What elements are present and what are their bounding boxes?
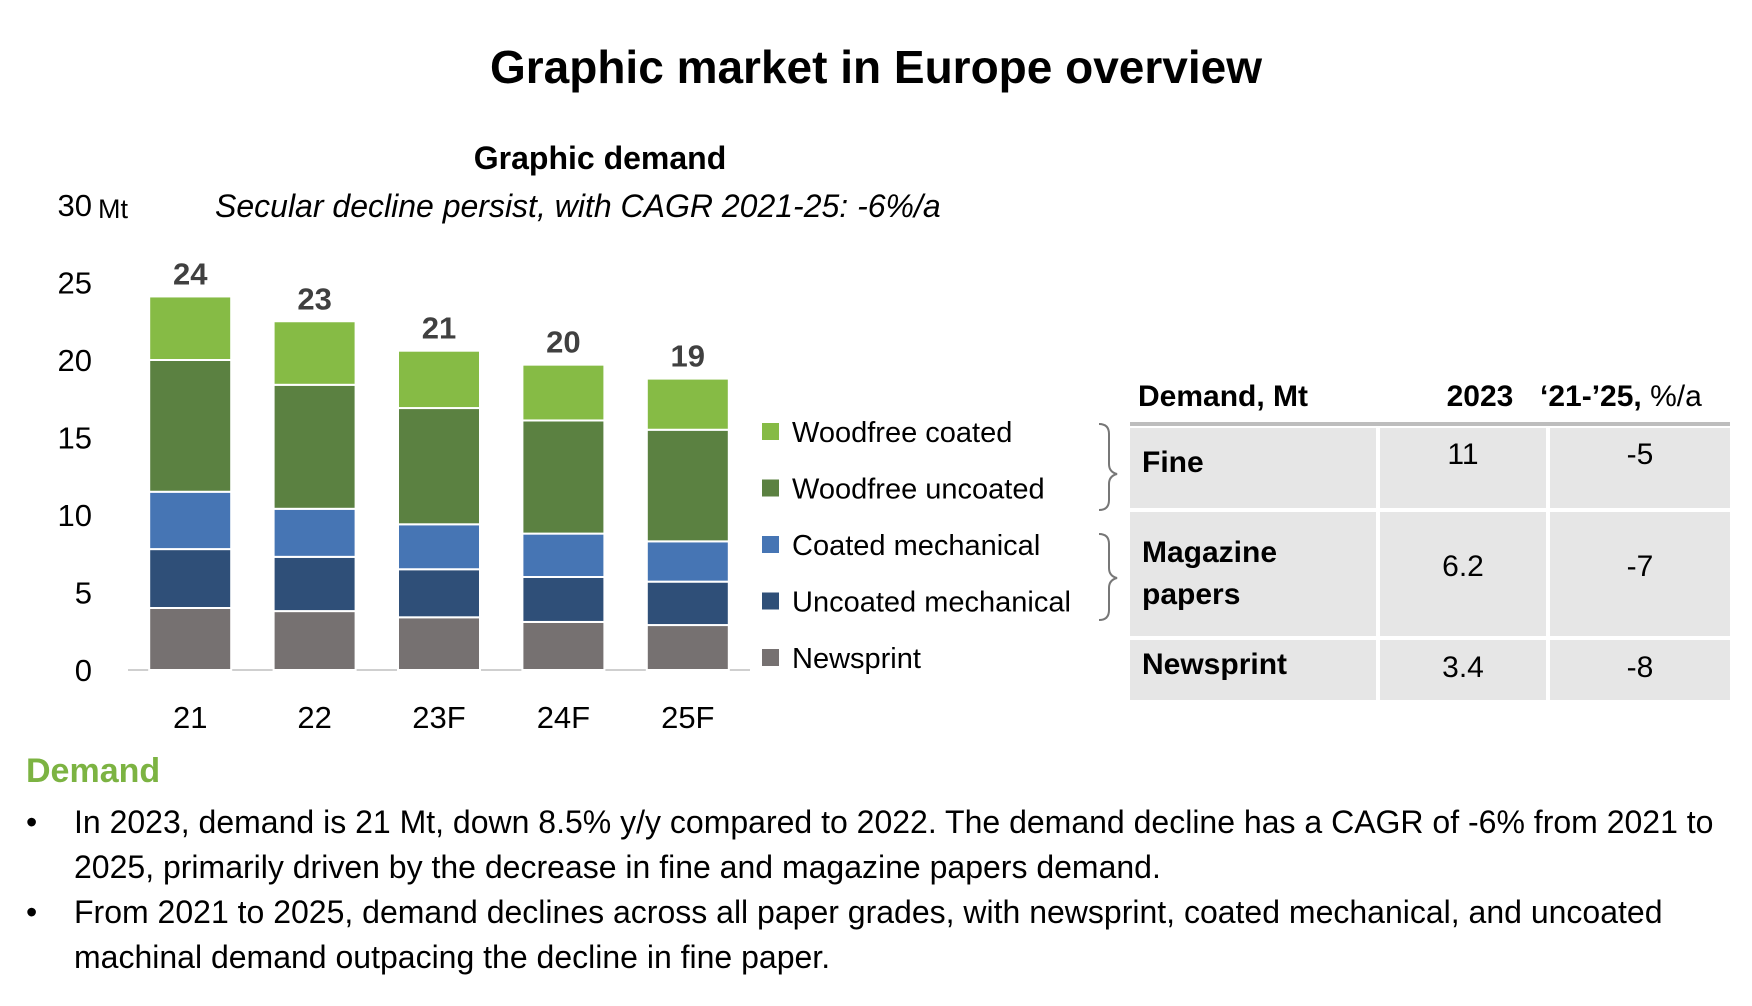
bar-total-label: 20 [546,325,580,360]
x-tick-label: 21 [173,700,207,735]
table-row-fine-2023: 11 [1380,428,1546,508]
y-tick-label: 0 [75,653,92,688]
x-tick-label: 23F [412,700,465,735]
chart-subtitle: Secular decline persist, with CAGR 2021-… [215,188,941,224]
y-tick-label: 20 [58,343,92,378]
table-header-demand: Demand, Mt [1138,380,1309,413]
bar-total-label: 21 [422,311,456,346]
table-header-cagr: ‘21-’25, %/a [1540,380,1702,413]
bar-segment-uncoated-mechanical [272,555,357,613]
legend-swatch [762,479,779,497]
bar-segment-woodfree-coated [645,377,730,431]
bar-segment-woodfree-coated [521,363,606,422]
bar-total-label: 19 [671,339,705,374]
bar-segment-coated-mechanical [148,490,233,551]
stacked-bar-chart: 0 5 10 15 20 25 30 Mt 24 21 23 22 21 23F 20 24F 19 25F Woo… [58,188,1071,735]
bar-total-label: 24 [173,256,208,291]
bar-segment-newsprint [521,620,606,672]
x-tick-label: 22 [297,700,331,735]
bar-segment-newsprint [148,607,233,671]
table-row-newsprint-2023: 3.4 [1380,640,1546,700]
table-row-fine-cagr: -5 [1550,428,1730,508]
brace-fine-icon [1098,423,1118,511]
table-header-2023: 2023 [1446,380,1514,413]
legend-label: Woodfree uncoated [792,474,1045,506]
table-row-fine-label: Fine [1130,428,1376,508]
bar-segment-uncoated-mechanical [397,568,481,619]
bar-total-label: 23 [297,281,331,316]
y-tick-label: 10 [58,498,92,533]
bar-segment-newsprint [272,610,357,671]
y-tick-label: 30 [58,188,92,223]
bar-segment-woodfree-coated [397,349,481,410]
bar-segment-newsprint [645,624,730,671]
section-title-demand: Demand [26,752,161,790]
table-row-newsprint-label: Newsprint [1130,640,1376,700]
y-tick-label: 25 [58,266,92,301]
bar-segment-woodfree-coated [148,295,233,362]
bar-segment-woodfree-uncoated [521,419,606,535]
bar-segment-coated-mechanical [397,523,481,571]
page-title: Graphic market in Europe overview [489,41,1263,93]
bar-segment-uncoated-mechanical [148,548,233,609]
y-axis-unit-label: Mt [98,194,128,224]
bar-segment-uncoated-mechanical [521,576,606,623]
legend-swatch [762,536,779,553]
table-row-magazine-2023: 6.2 [1380,512,1546,636]
brace-magazine-icon [1098,533,1118,621]
bar-segment-woodfree-uncoated [272,383,357,510]
legend-label: Uncoated mechanical [792,587,1071,619]
bar-segment-coated-mechanical [272,507,357,558]
bar-segment-uncoated-mechanical [645,580,730,627]
legend-swatch [762,649,779,666]
legend-label: Newsprint [792,643,921,675]
bullet-item: • In 2023, demand is 21 Mt, down 8.5% y/y… [26,804,1714,885]
legend-label: Woodfree coated [792,417,1012,449]
legend-label: Coated mechanical [792,530,1040,562]
demand-bullets: • In 2023, demand is 21 Mt, down 8.5% y/y… [26,800,1726,980]
bar-segment-newsprint [397,616,481,671]
bar-segment-coated-mechanical [521,532,606,578]
bar-segment-woodfree-uncoated [148,359,233,493]
bullet-item: • From 2021 to 2025, demand declines acro… [26,894,1663,975]
bar-segment-coated-mechanical [645,540,730,583]
legend-swatch [762,423,779,440]
y-tick-label: 5 [75,576,92,611]
legend-swatch [762,592,779,610]
bar-segment-woodfree-uncoated [645,428,730,543]
table-header-rule [1130,422,1730,426]
table-row-magazine-cagr: -7 [1550,512,1730,636]
y-tick-label: 15 [58,421,92,456]
chart-title: Graphic demand [473,140,727,176]
bar-segment-woodfree-coated [272,320,357,386]
x-tick-label: 25F [661,700,714,735]
table-row-magazine-label: Magazine papers [1130,512,1376,636]
table-row-newsprint-cagr: -8 [1550,640,1730,700]
x-tick-label: 24F [537,700,590,735]
bar-segment-woodfree-uncoated [397,407,481,526]
